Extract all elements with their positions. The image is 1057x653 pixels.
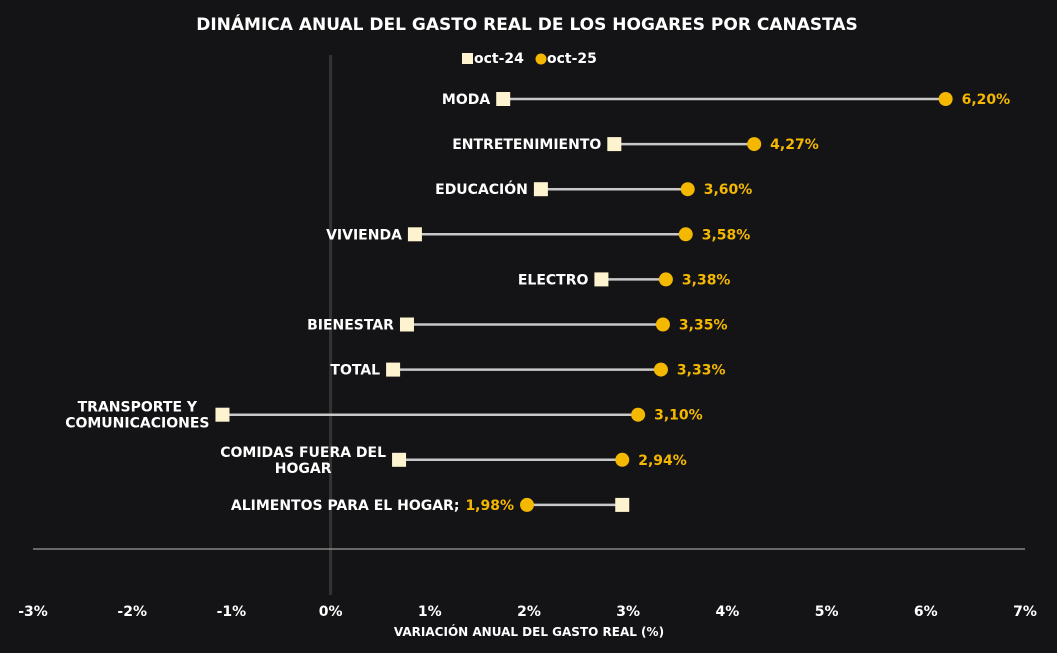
x-tick-label: 4% (716, 604, 740, 620)
category-label-line: COMIDAS FUERA DEL (220, 445, 386, 461)
data-label: 4,27% (770, 137, 819, 153)
legend-label-oct-24: oct-24 (474, 51, 524, 67)
row-educación: 3,60% EDUCACIÓN (435, 180, 752, 198)
row-total: 3,33% TOTAL (330, 362, 726, 379)
point-oct-25 (615, 452, 630, 467)
data-label: 2,94% (638, 453, 687, 469)
legend-label-oct-25: oct-25 (547, 51, 597, 67)
point-oct-25 (653, 362, 668, 377)
category-label: ALIMENTOS PARA EL HOGAR; (231, 498, 460, 514)
point-oct-25 (680, 182, 695, 197)
x-axis-label: VARIACIÓN ANUAL DEL GASTO REAL (%) (394, 624, 664, 639)
x-tick-label: -2% (117, 604, 147, 620)
x-tick-label: -1% (217, 604, 247, 620)
point-oct-24 (399, 317, 414, 332)
chart-title: DINÁMICA ANUAL DEL GASTO REAL DE LOS HOG… (196, 13, 858, 35)
x-axis: -3% -2% -1% 0% 1% 2% 3% 4% 5% 6% 7% (18, 55, 1037, 620)
point-oct-24 (386, 362, 401, 377)
data-label: 3,10% (654, 408, 703, 424)
legend-marker-oct-25 (535, 53, 547, 65)
data-label: 3,58% (702, 227, 751, 243)
point-oct-24 (615, 497, 630, 512)
category-label: BIENESTAR (307, 318, 394, 334)
point-oct-25 (658, 272, 673, 287)
x-tick-label: 1% (418, 604, 442, 620)
category-label-line: TRANSPORTE Y (78, 400, 198, 416)
data-label: 1,98% (465, 498, 514, 514)
data-label: 6,20% (962, 92, 1011, 108)
row-vivienda: 3,58% VIVIENDA (326, 227, 750, 243)
point-oct-25 (520, 497, 535, 512)
category-label: TOTAL (330, 363, 380, 379)
row-electro: 3,38% ELECTRO (518, 272, 731, 288)
legend: oct-24 oct-25 (462, 51, 597, 67)
category-label: ELECTRO (518, 272, 589, 288)
point-oct-24 (594, 272, 609, 287)
point-oct-24 (533, 182, 548, 197)
row-alimentos-para-el-hogar-: 1,98% ALIMENTOS PARA EL HOGAR; (231, 497, 630, 514)
category-label-line: HOGAR (275, 461, 332, 477)
category-label: VIVIENDA (326, 227, 402, 243)
point-oct-24 (392, 452, 407, 467)
point-oct-24 (496, 92, 511, 106)
data-label: 3,33% (677, 363, 726, 379)
x-tick-label: 3% (616, 604, 640, 620)
category-label: MODA (442, 92, 490, 108)
legend-marker-oct-24 (462, 53, 473, 64)
x-tick-label: 7% (1013, 604, 1037, 620)
row-moda: 6,20% MODA (442, 92, 1010, 108)
row-entretenimiento: 4,27% ENTRETENIMIENTO (452, 137, 819, 153)
row-bienestar: 3,35% BIENESTAR (307, 317, 728, 334)
category-label-line: COMUNICACIONES (65, 416, 209, 432)
point-oct-25 (938, 92, 953, 106)
x-tick-label: 0% (319, 604, 343, 620)
x-tick-label: -3% (18, 604, 48, 620)
category-label: EDUCACIÓN (435, 180, 528, 198)
point-oct-24 (407, 227, 422, 242)
data-label: 3,60% (704, 182, 753, 198)
plot-area: 6,20% MODA 4,27% ENTRETENIMIENTO 3,60% EDUCAC… (65, 92, 1010, 514)
point-oct-24 (607, 137, 622, 152)
point-oct-24 (215, 407, 230, 422)
data-label: 3,38% (682, 272, 731, 288)
point-oct-25 (678, 227, 693, 242)
x-tick-label: 5% (815, 604, 839, 620)
category-label: ENTRETENIMIENTO (452, 137, 601, 153)
x-tick-label: 2% (517, 604, 541, 620)
point-oct-25 (631, 407, 646, 422)
x-tick-label: 6% (914, 604, 938, 620)
point-oct-25 (655, 317, 670, 332)
data-label: 3,35% (679, 318, 728, 334)
point-oct-25 (747, 137, 762, 152)
